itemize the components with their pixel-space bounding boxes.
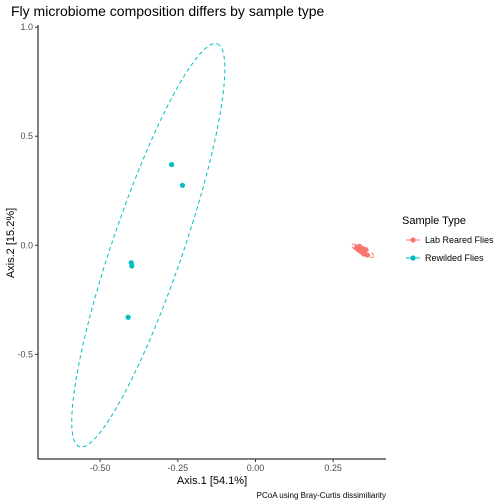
legend-item-lab-reared-flies: Lab Reared Flies bbox=[406, 235, 494, 245]
data-point-rewilded-flies bbox=[125, 314, 131, 320]
legend-items: Lab Reared Flies Rewilded Flies bbox=[406, 235, 494, 263]
y-tick-label: 0.5 bbox=[20, 131, 33, 141]
series-lab-reared-flies bbox=[350, 243, 375, 258]
data-point-lab-reared-flies bbox=[357, 248, 364, 254]
x-axis-title: Axis.1 [54.1%] bbox=[177, 475, 247, 487]
chart-caption: PCoA using Bray-Curtis dissimiliarity bbox=[257, 491, 386, 500]
legend-title: Sample Type bbox=[402, 215, 466, 227]
chart-title: Fly microbiome composition differs by sa… bbox=[11, 3, 325, 19]
data-point-rewilded-flies bbox=[169, 161, 175, 168]
legend-label: Lab Reared Flies bbox=[425, 235, 494, 245]
confidence-ellipse-rewilded-flies bbox=[71, 42, 226, 448]
legend-item-rewilded-flies: Rewilded Flies bbox=[406, 253, 484, 263]
x-tick-label: -0.25 bbox=[168, 463, 189, 473]
data-point-lab-reared-flies bbox=[361, 251, 367, 257]
y-axis-title: Axis.2 [15.2%] bbox=[5, 208, 17, 278]
x-tick-label: 0.25 bbox=[324, 463, 342, 473]
legend-key-point bbox=[410, 255, 416, 261]
x-tick-label: 0.00 bbox=[247, 463, 265, 473]
legend-key-point bbox=[410, 237, 416, 243]
y-axis-ticks: -0.5 0.0 0.5 1.0 bbox=[17, 22, 38, 359]
legend-label: Rewilded Flies bbox=[425, 253, 484, 263]
data-point-rewilded-flies bbox=[129, 263, 135, 269]
legend: Sample Type Lab Reared Flies Rewilded Fli… bbox=[402, 215, 494, 263]
y-tick-label: -0.5 bbox=[17, 349, 33, 359]
x-tick-label: -0.50 bbox=[90, 463, 111, 473]
x-axis-ticks: -0.50 -0.25 0.00 0.25 bbox=[90, 459, 342, 473]
data-point-rewilded-flies bbox=[179, 182, 186, 188]
plot-area bbox=[71, 42, 375, 448]
y-tick-label: 0.0 bbox=[20, 240, 33, 250]
data-point-lab-reared-flies bbox=[363, 247, 369, 253]
y-tick-label: 1.0 bbox=[20, 22, 33, 32]
series-rewilded-flies bbox=[71, 42, 226, 448]
